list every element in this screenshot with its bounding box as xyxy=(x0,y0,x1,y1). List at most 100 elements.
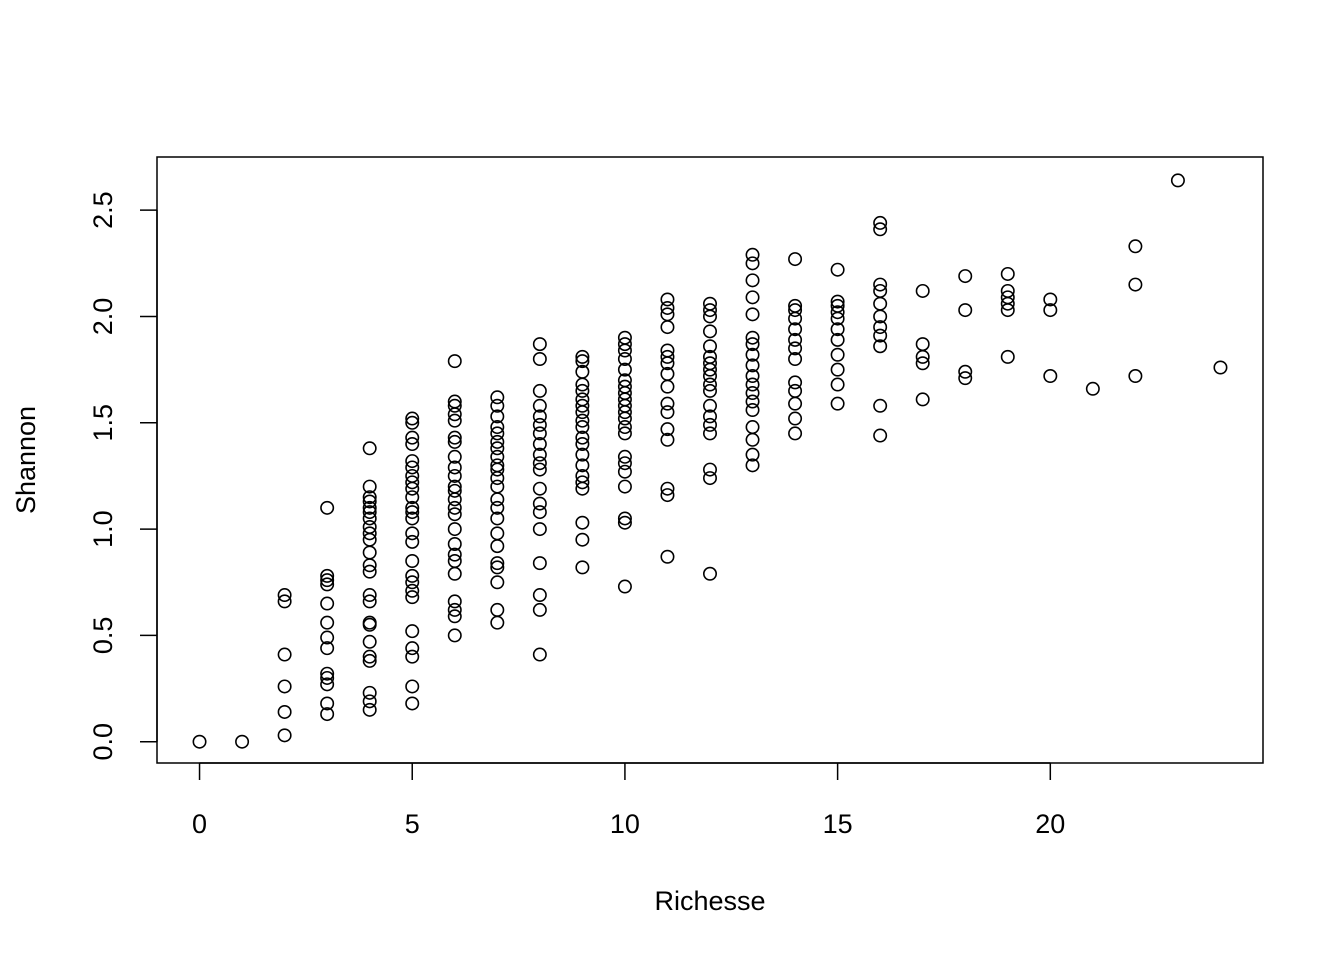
data-point xyxy=(405,583,420,598)
data-point xyxy=(490,458,505,473)
data-point xyxy=(702,409,717,424)
data-point xyxy=(575,560,590,575)
data-point xyxy=(1128,369,1143,384)
data-point xyxy=(405,649,420,664)
data-point xyxy=(873,398,888,413)
data-point xyxy=(1000,266,1015,281)
data-point xyxy=(532,426,547,441)
y-tick-label: 2.5 xyxy=(88,191,118,229)
data-point xyxy=(745,337,760,352)
data-point xyxy=(532,383,547,398)
data-point xyxy=(405,468,420,483)
data-point xyxy=(830,396,845,411)
data-point xyxy=(830,347,845,362)
data-point xyxy=(447,536,462,551)
data-point xyxy=(490,434,505,449)
data-point xyxy=(617,579,632,594)
data-point xyxy=(1085,381,1100,396)
data-point xyxy=(447,609,462,624)
data-point xyxy=(575,354,590,369)
data-point xyxy=(362,505,377,520)
data-point xyxy=(1170,173,1185,188)
data-point xyxy=(788,411,803,426)
data-point xyxy=(532,647,547,662)
x-tick-label: 15 xyxy=(823,809,853,839)
data-point xyxy=(447,566,462,581)
data-point xyxy=(745,330,760,345)
data-point xyxy=(702,339,717,354)
data-point xyxy=(490,409,505,424)
data-point xyxy=(575,420,590,435)
data-point xyxy=(532,337,547,352)
data-point xyxy=(830,262,845,277)
data-point xyxy=(702,471,717,486)
data-point xyxy=(532,437,547,452)
data-point xyxy=(745,273,760,288)
data-point xyxy=(702,356,717,371)
data-point xyxy=(235,734,250,749)
x-tick-label: 5 xyxy=(405,809,420,839)
data-point xyxy=(1043,303,1058,318)
data-point xyxy=(660,300,675,315)
data-point xyxy=(702,566,717,581)
y-tick-label: 1.0 xyxy=(88,510,118,548)
data-point xyxy=(490,560,505,575)
data-point xyxy=(532,505,547,520)
data-point xyxy=(830,377,845,392)
data-point xyxy=(490,602,505,617)
data-point xyxy=(532,588,547,603)
data-point xyxy=(873,277,888,292)
data-point xyxy=(447,628,462,643)
data-point xyxy=(915,392,930,407)
data-point xyxy=(405,437,420,452)
data-point xyxy=(362,615,377,630)
data-point xyxy=(617,456,632,471)
data-point xyxy=(532,481,547,496)
data-point xyxy=(830,332,845,347)
data-point xyxy=(532,447,547,462)
y-axis-title: Shannon xyxy=(11,406,41,514)
data-point xyxy=(447,434,462,449)
data-point xyxy=(745,403,760,418)
y-tick-label: 2.0 xyxy=(88,298,118,336)
data-point xyxy=(958,269,973,284)
data-point xyxy=(447,430,462,445)
data-point xyxy=(362,685,377,700)
data-point xyxy=(447,468,462,483)
data-point xyxy=(617,351,632,366)
data-point xyxy=(405,575,420,590)
data-point xyxy=(362,594,377,609)
data-point xyxy=(617,373,632,388)
y-tick-label: 1.5 xyxy=(88,404,118,442)
data-point xyxy=(575,398,590,413)
data-point xyxy=(320,707,335,722)
data-point xyxy=(575,532,590,547)
data-point xyxy=(788,322,803,337)
data-points xyxy=(192,173,1228,749)
data-point xyxy=(532,522,547,537)
data-point xyxy=(490,441,505,456)
data-point xyxy=(1000,283,1015,298)
y-tick-label: 0.5 xyxy=(88,617,118,655)
data-point xyxy=(617,479,632,494)
data-point xyxy=(362,653,377,668)
data-point xyxy=(958,303,973,318)
data-point xyxy=(617,420,632,435)
data-point xyxy=(617,362,632,377)
data-point xyxy=(490,479,505,494)
data-point xyxy=(617,337,632,352)
data-point xyxy=(362,519,377,534)
data-point xyxy=(660,549,675,564)
data-point xyxy=(405,430,420,445)
data-point xyxy=(745,377,760,392)
plot-frame xyxy=(156,156,1264,764)
data-point xyxy=(405,696,420,711)
data-point xyxy=(490,539,505,554)
data-point xyxy=(702,462,717,477)
data-point xyxy=(958,364,973,379)
data-point xyxy=(702,303,717,318)
data-point xyxy=(575,349,590,364)
data-point xyxy=(1043,369,1058,384)
data-point xyxy=(447,522,462,537)
data-point xyxy=(660,488,675,503)
